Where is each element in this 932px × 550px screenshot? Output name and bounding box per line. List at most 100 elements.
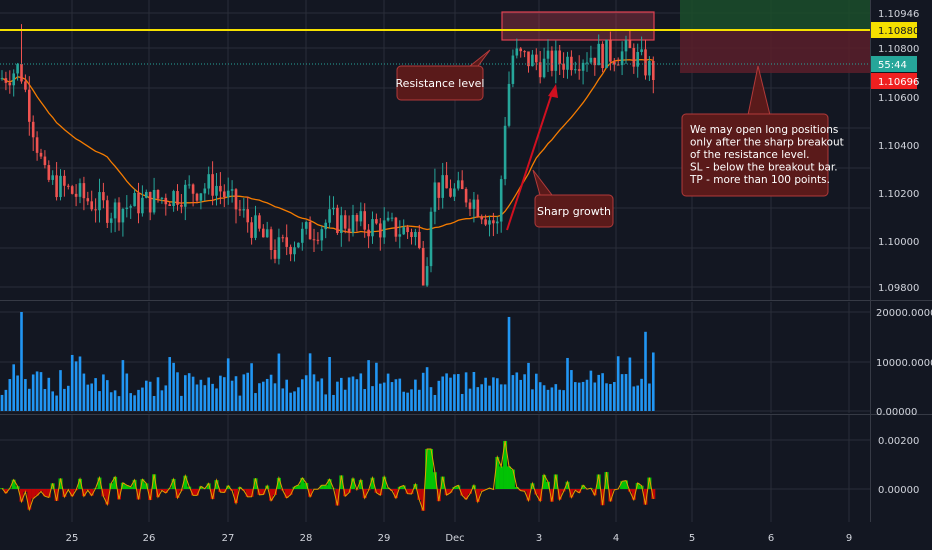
osc-bar xyxy=(234,489,238,504)
resistance-line xyxy=(0,29,870,65)
volume-bar xyxy=(421,372,425,411)
osc-bar xyxy=(308,489,313,497)
candle-body xyxy=(609,39,612,62)
volume-bar xyxy=(199,379,203,411)
osc-bar xyxy=(241,489,246,491)
osc-bar xyxy=(191,489,196,496)
volume-bar xyxy=(67,385,70,411)
osc-bar xyxy=(635,483,640,489)
osc-bar xyxy=(11,479,16,489)
candle-body xyxy=(180,204,183,207)
candle-body xyxy=(328,209,331,223)
resistance-label-pointer xyxy=(468,49,491,67)
annotations: Resistance level Sharp growth We may open … xyxy=(396,49,844,231)
candle-body xyxy=(480,216,483,220)
candle-body xyxy=(577,69,581,71)
volume-bar xyxy=(616,356,620,411)
candle-body xyxy=(187,184,191,186)
candle-body xyxy=(121,208,125,223)
time-tick-label: 9 xyxy=(846,533,852,544)
volume-bar xyxy=(78,356,82,411)
osc-bar xyxy=(50,483,55,489)
volume-bar xyxy=(605,383,608,411)
volume-bar xyxy=(527,362,530,411)
candle-body xyxy=(98,192,101,211)
osc-bar xyxy=(343,489,348,497)
osc-bar xyxy=(534,489,539,495)
price-tick-label: 1.10600 xyxy=(878,93,919,104)
osc-bar xyxy=(499,466,504,489)
candle-body xyxy=(425,266,429,286)
osc-bar xyxy=(362,489,367,499)
countdown-text: 55:44 xyxy=(878,60,907,71)
volume-bar xyxy=(281,388,285,411)
volume-bar xyxy=(449,377,452,411)
candle-body xyxy=(20,64,23,82)
volume-bar xyxy=(363,389,366,411)
candle-body xyxy=(39,152,43,157)
volume-bar xyxy=(12,364,15,411)
osc-bar xyxy=(120,482,125,489)
osc-bar xyxy=(475,489,480,502)
candle-body xyxy=(133,192,136,207)
volume-bar xyxy=(484,377,487,411)
candle-body xyxy=(367,229,370,237)
candle-body xyxy=(410,232,413,238)
osc-bar xyxy=(35,489,40,496)
volume-bar xyxy=(511,375,515,411)
osc-bar xyxy=(89,489,94,496)
candle-body xyxy=(468,202,472,209)
candle-body xyxy=(429,211,433,267)
candle-body xyxy=(148,191,152,213)
volume-bar xyxy=(102,374,105,411)
candle-body xyxy=(523,51,526,53)
volume-bar xyxy=(577,382,581,411)
volume-bar xyxy=(648,383,651,411)
osc-bar xyxy=(109,483,114,489)
osc-bar xyxy=(604,472,609,489)
resistance-price-tag xyxy=(871,22,917,38)
volume-bar xyxy=(55,395,58,411)
candle-body xyxy=(488,220,491,225)
time-tick-label: 28 xyxy=(300,533,313,544)
osc-bar xyxy=(358,479,363,489)
moving-average xyxy=(1,58,654,234)
osc-bar xyxy=(276,477,281,489)
volume-bar xyxy=(386,373,390,411)
osc-bar xyxy=(456,485,461,489)
osc-bar xyxy=(378,489,383,496)
osc-bar xyxy=(421,489,426,511)
osc-bar xyxy=(546,481,550,489)
candle-body xyxy=(558,50,561,64)
osc-bar xyxy=(569,489,574,498)
osc-bar xyxy=(514,487,519,489)
osc-bar xyxy=(510,469,515,489)
resistance-box xyxy=(501,11,655,41)
candle-body xyxy=(511,55,515,84)
candle-body xyxy=(636,51,639,67)
osc-bar xyxy=(249,489,254,497)
candle-body xyxy=(460,180,464,190)
osc-bar xyxy=(592,489,597,496)
time-tick-label: 5 xyxy=(689,533,695,544)
osc-bar xyxy=(573,489,578,491)
candle-body xyxy=(219,185,222,192)
candle-body xyxy=(379,223,382,238)
volume-bar xyxy=(566,357,569,411)
volume-bar xyxy=(636,385,639,411)
candle-body xyxy=(199,193,203,201)
candle-body xyxy=(320,229,324,241)
candle-body xyxy=(359,211,363,222)
volume-bar xyxy=(597,374,600,411)
candle-body xyxy=(184,184,187,207)
oscillator xyxy=(0,440,656,512)
osc-bar xyxy=(54,489,59,501)
osc-bar xyxy=(351,478,355,489)
volume-tick-label: 0.00000 xyxy=(876,407,917,418)
candle-body xyxy=(324,222,327,230)
osc-bar xyxy=(319,485,324,489)
candle-body xyxy=(343,215,347,229)
volume-bar xyxy=(394,379,398,411)
osc-bar xyxy=(27,489,32,510)
